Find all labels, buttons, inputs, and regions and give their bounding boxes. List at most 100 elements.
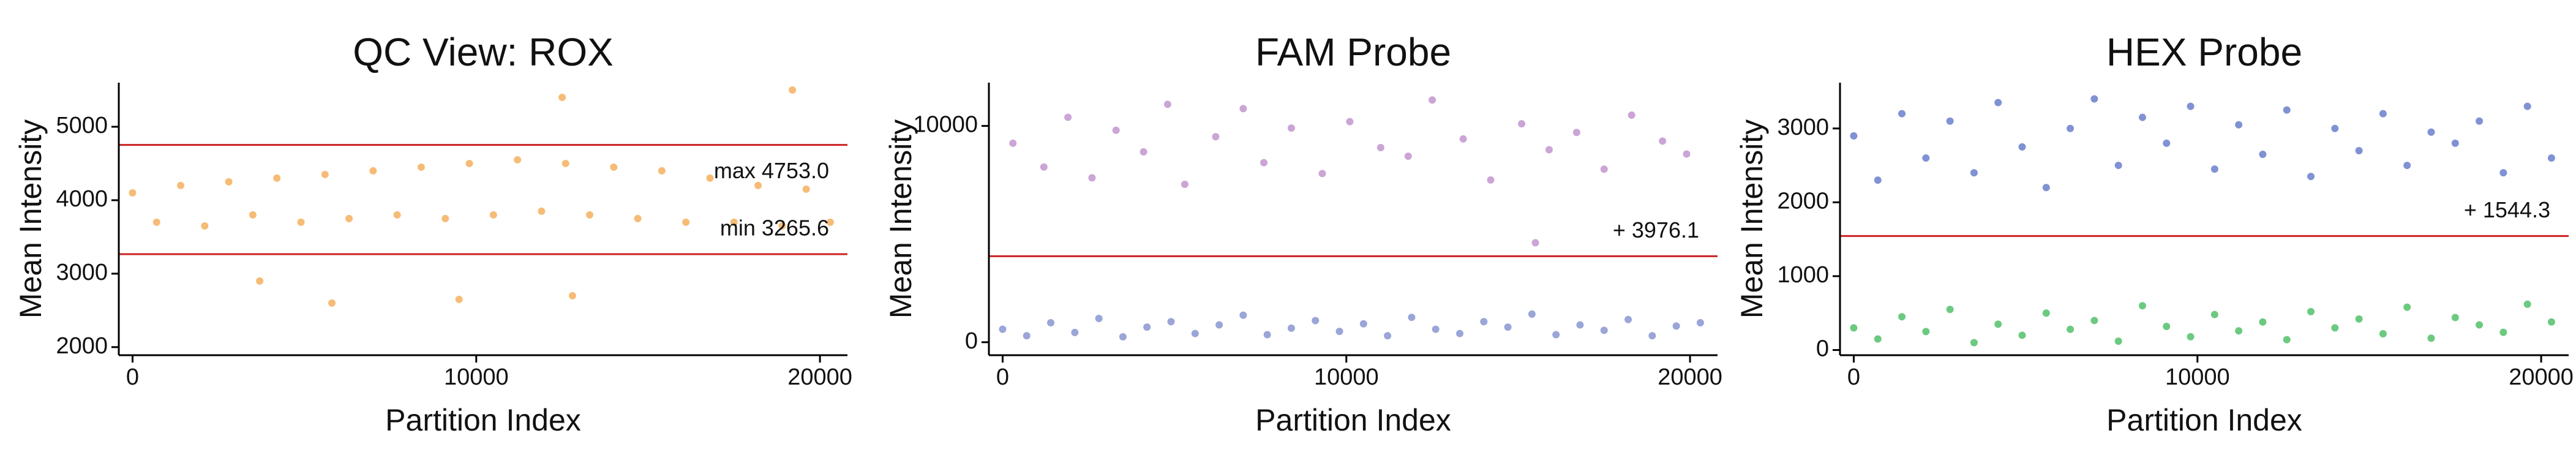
data-point [2403, 162, 2411, 170]
data-point [1404, 152, 1412, 160]
data-point [2187, 333, 2195, 340]
data-point [1874, 335, 1882, 343]
data-point [2523, 102, 2531, 110]
data-point [2235, 327, 2243, 335]
data-point [1215, 321, 1223, 329]
data-point [2547, 154, 2555, 162]
threshold-label: + 1544.3 [2464, 197, 2550, 222]
data-point [514, 156, 522, 164]
data-point [328, 299, 336, 307]
data-point [2307, 307, 2315, 315]
data-point [1898, 313, 1906, 321]
data-point [778, 222, 786, 230]
data-point [2114, 162, 2122, 170]
data-point [826, 218, 834, 226]
data-point [1239, 311, 1247, 319]
data-point [1260, 159, 1268, 167]
data-point [1376, 143, 1384, 151]
data-point [225, 178, 233, 186]
data-point [2331, 324, 2339, 332]
data-point [1480, 318, 1488, 326]
data-point [2355, 146, 2363, 154]
data-point [201, 222, 209, 230]
data-point [1528, 310, 1536, 318]
data-point [1994, 99, 2002, 107]
data-point [1167, 318, 1175, 326]
data-point [1850, 324, 1858, 332]
data-point [2235, 121, 2243, 129]
data-point [1064, 113, 1072, 121]
data-point [393, 211, 401, 219]
x-tick-label: 0 [996, 364, 1009, 390]
data-point [1696, 319, 1704, 327]
data-point [489, 211, 497, 219]
data-point [1191, 329, 1199, 337]
x-tick-label: 10000 [2165, 364, 2230, 390]
data-point [1181, 180, 1188, 188]
data-point [1459, 135, 1467, 143]
data-point [586, 211, 594, 219]
data-point [2042, 184, 2050, 192]
data-point [1648, 332, 1656, 340]
data-point [345, 214, 353, 222]
data-point [1432, 325, 1440, 333]
data-point [2427, 128, 2435, 136]
data-point [1318, 170, 1326, 178]
data-point [455, 295, 463, 303]
data-point [1239, 105, 1247, 113]
data-point [682, 218, 690, 226]
x-tick-label: 10000 [1314, 364, 1379, 390]
data-point [658, 167, 666, 175]
data-point [256, 277, 264, 285]
data-point [1071, 328, 1079, 336]
data-point [2042, 309, 2050, 317]
x-tick-label: 0 [126, 364, 139, 390]
data-point [1600, 326, 1608, 334]
data-point [1946, 306, 1954, 314]
data-point [2090, 317, 2098, 325]
data-point [2451, 314, 2459, 322]
data-point [2499, 169, 2507, 177]
data-point [1429, 96, 1436, 104]
y-tick-label: 3000 [1777, 115, 1829, 140]
data-point [1384, 332, 1392, 340]
chart-title: HEX Probe [2106, 30, 2302, 74]
data-point [754, 181, 762, 189]
data-point [1095, 314, 1103, 322]
data-point [2379, 110, 2387, 118]
data-point [706, 174, 714, 182]
data-point [1531, 239, 1539, 247]
data-point [568, 292, 576, 299]
data-point [2307, 173, 2315, 181]
x-tick-label: 10000 [444, 364, 509, 390]
data-point [2067, 124, 2075, 132]
data-point [1140, 148, 1147, 156]
data-point [610, 163, 618, 171]
data-point [2355, 315, 2363, 323]
data-point [369, 167, 377, 175]
data-point [2523, 300, 2531, 308]
data-point [2018, 143, 2026, 151]
data-point [273, 174, 281, 182]
data-point [1576, 321, 1584, 329]
data-point [177, 181, 185, 189]
data-point [417, 163, 425, 171]
data-point [1545, 146, 1553, 154]
data-point [1408, 314, 1416, 322]
data-point [465, 159, 473, 167]
data-point [1047, 319, 1055, 327]
y-tick-label: 10000 [913, 112, 978, 138]
data-point [2067, 325, 2075, 333]
data-point [2427, 334, 2435, 342]
data-point [1659, 137, 1667, 145]
x-tick-label: 20000 [787, 364, 852, 390]
data-point [1359, 320, 1367, 328]
data-point [1922, 154, 1930, 162]
data-point [1600, 165, 1608, 173]
x-axis-label: Partition Index [385, 403, 581, 437]
y-tick-label: 5000 [56, 113, 108, 138]
data-point [2187, 102, 2195, 110]
y-tick-label: 2000 [56, 333, 108, 359]
